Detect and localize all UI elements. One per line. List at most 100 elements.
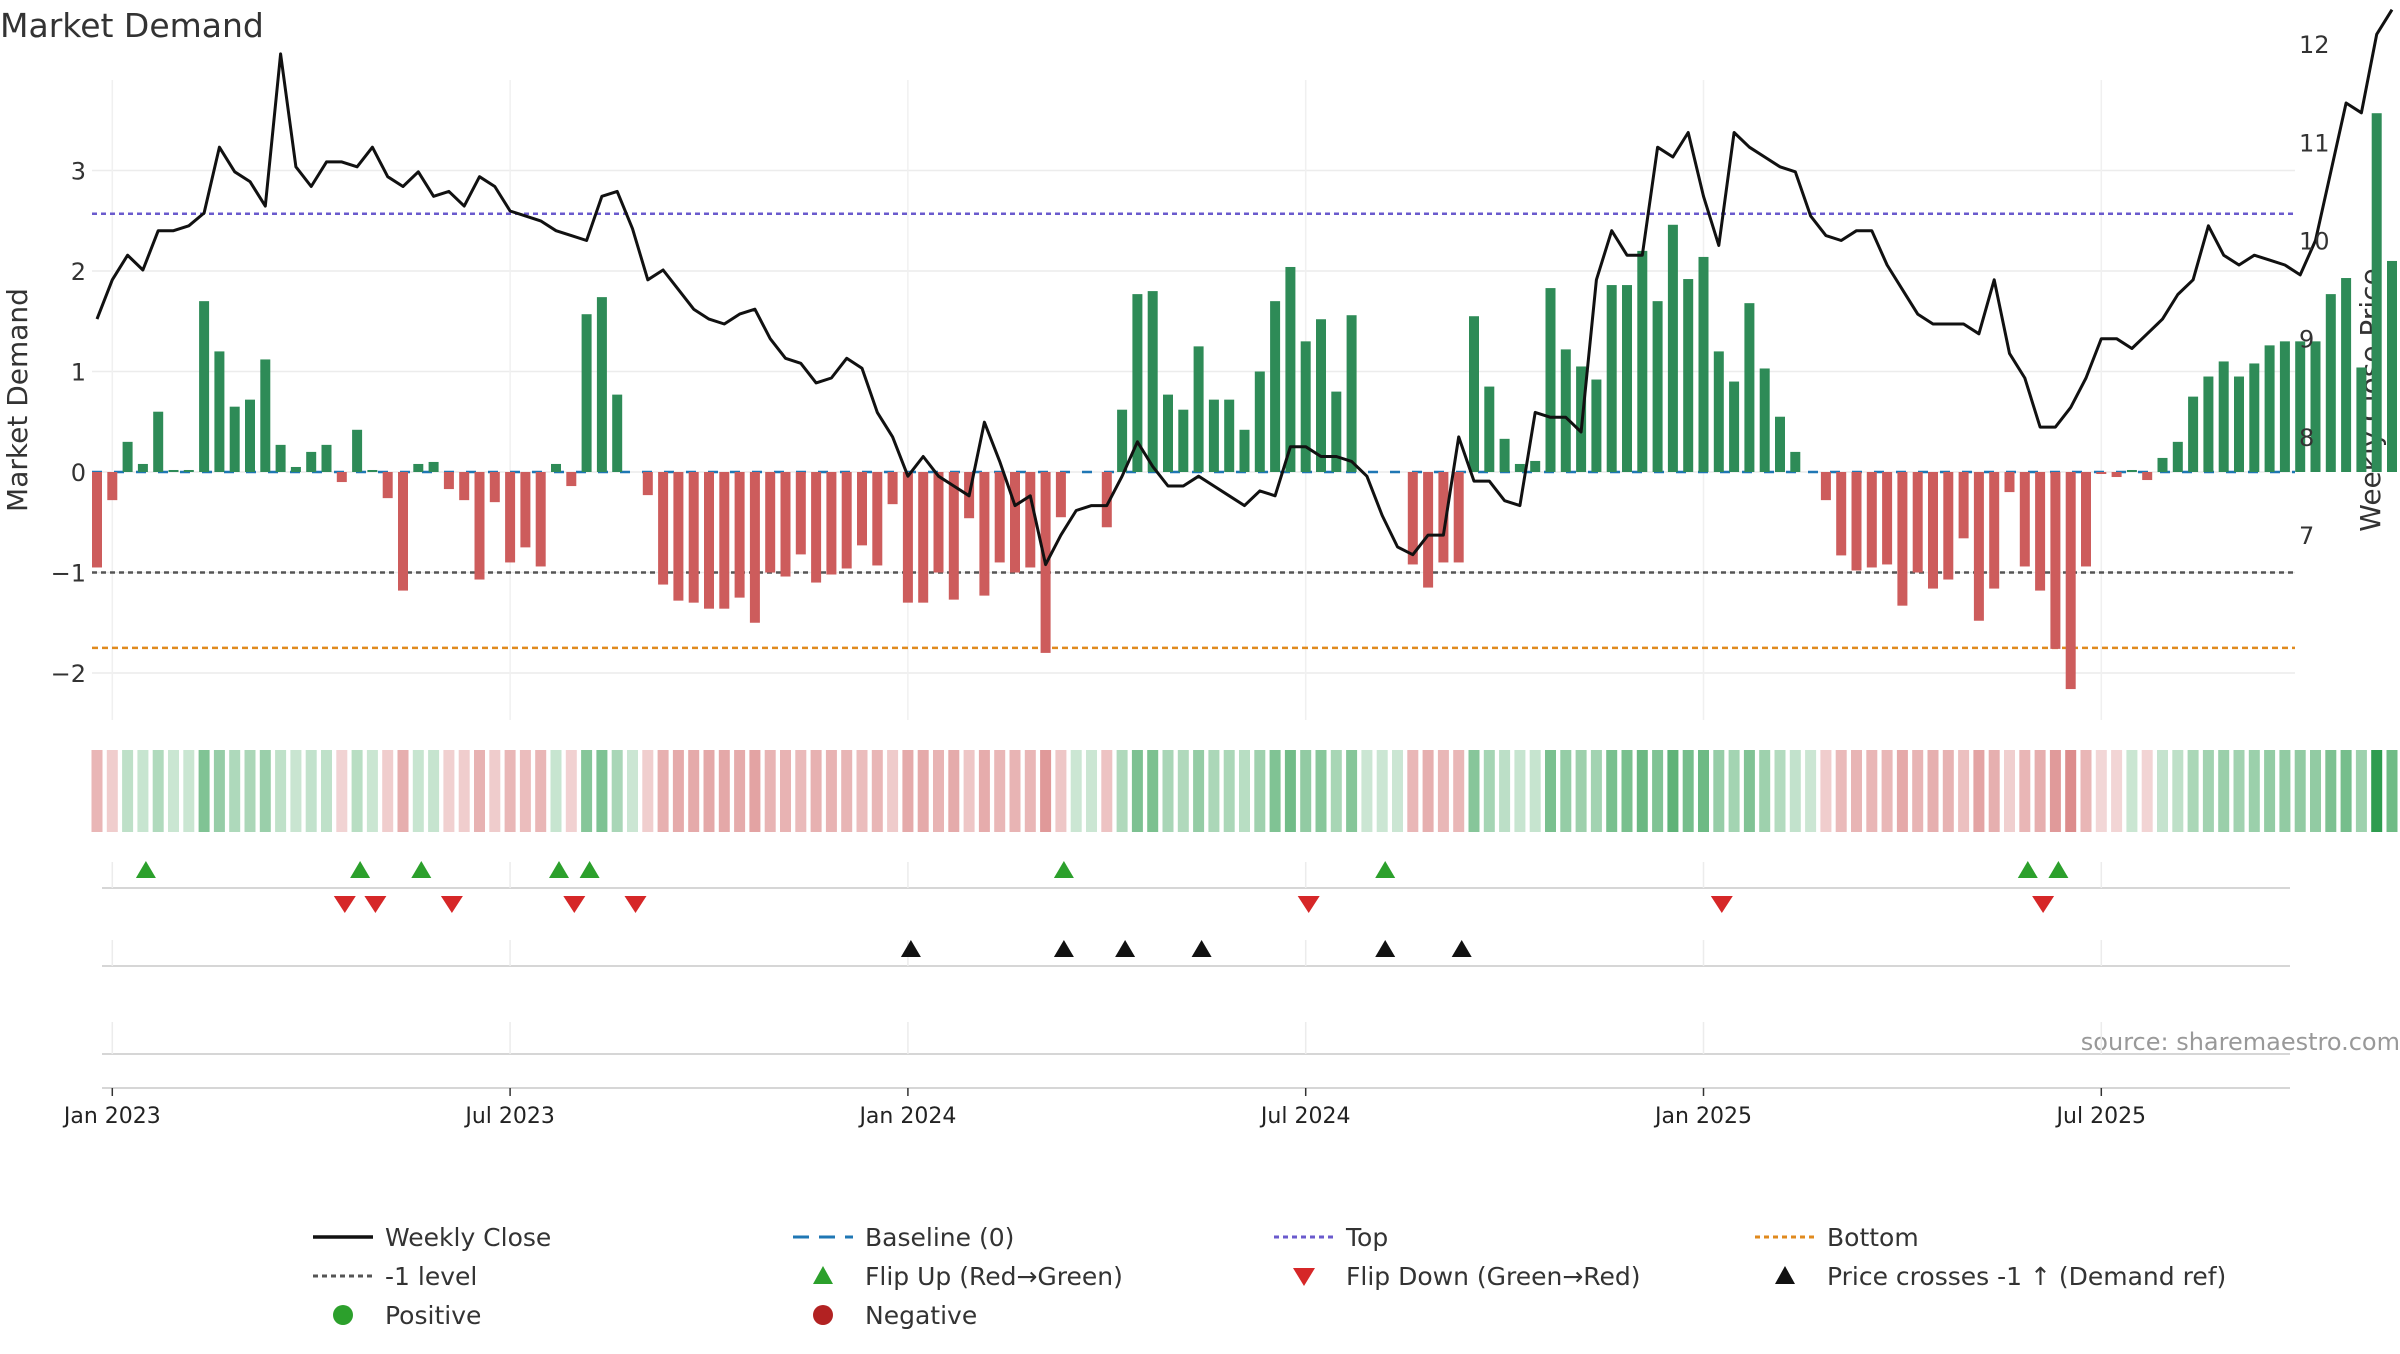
heat-cell <box>1208 750 1219 832</box>
demand-bar <box>2066 472 2076 689</box>
legend-label: Top <box>1345 1223 1388 1252</box>
demand-bar <box>444 472 454 489</box>
heat-cell <box>1652 750 1663 832</box>
heat-cell <box>1224 750 1235 832</box>
demand-bar <box>979 472 989 596</box>
demand-bar <box>520 472 530 547</box>
demand-bar <box>123 442 133 472</box>
weekly-close-line <box>97 10 2392 565</box>
heat-cell <box>398 750 409 832</box>
heat-cell <box>413 750 424 832</box>
heat-cell <box>2387 750 2398 832</box>
heat-strip <box>92 750 2400 832</box>
heat-cell <box>2234 750 2245 832</box>
demand-bar <box>2005 472 2015 492</box>
demand-bar <box>1484 387 1494 472</box>
heat-cell <box>948 750 959 832</box>
heat-cell <box>872 750 883 832</box>
heat-cell <box>1331 750 1342 832</box>
demand-bar <box>291 467 301 472</box>
demand-bar <box>2127 470 2137 472</box>
heat-cell <box>1591 750 1602 832</box>
demand-bar <box>2341 278 2351 472</box>
heat-cell <box>1270 750 1281 832</box>
demand-bar <box>903 472 913 603</box>
heat-cell <box>1361 750 1372 832</box>
heat-cell <box>428 750 439 832</box>
heat-cell <box>2203 750 2214 832</box>
heat-cell <box>688 750 699 832</box>
heat-cell <box>765 750 776 832</box>
flip-up-marker <box>549 861 569 878</box>
demand-bar <box>1561 349 1571 472</box>
demand-bar <box>2356 367 2366 472</box>
heat-cell <box>1040 750 1051 832</box>
demand-bar <box>322 445 332 472</box>
heat-cell <box>1973 750 1984 832</box>
demand-bar <box>1285 267 1295 472</box>
demand-bar <box>352 430 362 472</box>
demand-bar <box>597 297 607 472</box>
y-tick-label: 3 <box>71 158 86 186</box>
heat-cell <box>229 750 240 832</box>
demand-bar <box>2249 363 2259 472</box>
demand-bar <box>1240 430 1250 472</box>
demand-bar <box>1867 472 1877 567</box>
heat-cell <box>826 750 837 832</box>
demand-bar <box>2096 472 2106 474</box>
demand-bar <box>184 470 194 472</box>
heat-cell <box>199 750 210 832</box>
heat-cell <box>245 750 256 832</box>
legend-label: Baseline (0) <box>865 1223 1014 1252</box>
heat-cell <box>2264 750 2275 832</box>
heat-cell <box>1790 750 1801 832</box>
demand-bar <box>2035 472 2045 591</box>
legend-symbol-triangle-down <box>1293 1268 1315 1286</box>
demand-bar <box>1790 452 1800 472</box>
heat-cell <box>122 750 133 832</box>
demand-bar <box>2081 472 2091 566</box>
demand-bar <box>949 472 959 600</box>
demand-bar <box>872 472 882 565</box>
demand-bar <box>429 462 439 472</box>
heat-cell <box>260 750 271 832</box>
heat-cell <box>658 750 669 832</box>
heat-cell <box>1744 750 1755 832</box>
demand-bar <box>1209 400 1219 472</box>
heat-cell <box>168 750 179 832</box>
legend-symbol-triangle-up <box>1775 1266 1795 1284</box>
heat-cell <box>1667 750 1678 832</box>
demand-bar <box>2173 442 2183 472</box>
demand-bar <box>2203 377 2213 472</box>
flip-up-marker <box>1054 861 1074 878</box>
heat-cell <box>2341 750 2352 832</box>
heat-cell <box>1193 750 1204 832</box>
heat-cell <box>1499 750 1510 832</box>
demand-bar <box>230 407 240 472</box>
demand-bar <box>413 464 423 472</box>
demand-bar <box>2311 341 2321 472</box>
heat-cell <box>2249 750 2260 832</box>
heat-cell <box>183 750 194 832</box>
legend-symbol-triangle-up <box>813 1266 833 1284</box>
heat-cell <box>2004 750 2015 832</box>
heat-cell <box>2310 750 2321 832</box>
demand-bar <box>337 472 347 482</box>
heat-cell <box>505 750 516 832</box>
heat-cell <box>780 750 791 832</box>
heat-cell <box>474 750 485 832</box>
demand-bar <box>2050 472 2060 649</box>
flip-down-marker <box>364 896 386 913</box>
heat-cell <box>566 750 577 832</box>
demand-bar <box>1744 303 1754 472</box>
flip-down-marker <box>334 896 356 913</box>
heat-cell <box>1943 750 1954 832</box>
demand-bar <box>169 470 179 472</box>
demand-bar <box>1117 410 1127 472</box>
heat-cell <box>581 750 592 832</box>
heat-cell <box>2081 750 2092 832</box>
